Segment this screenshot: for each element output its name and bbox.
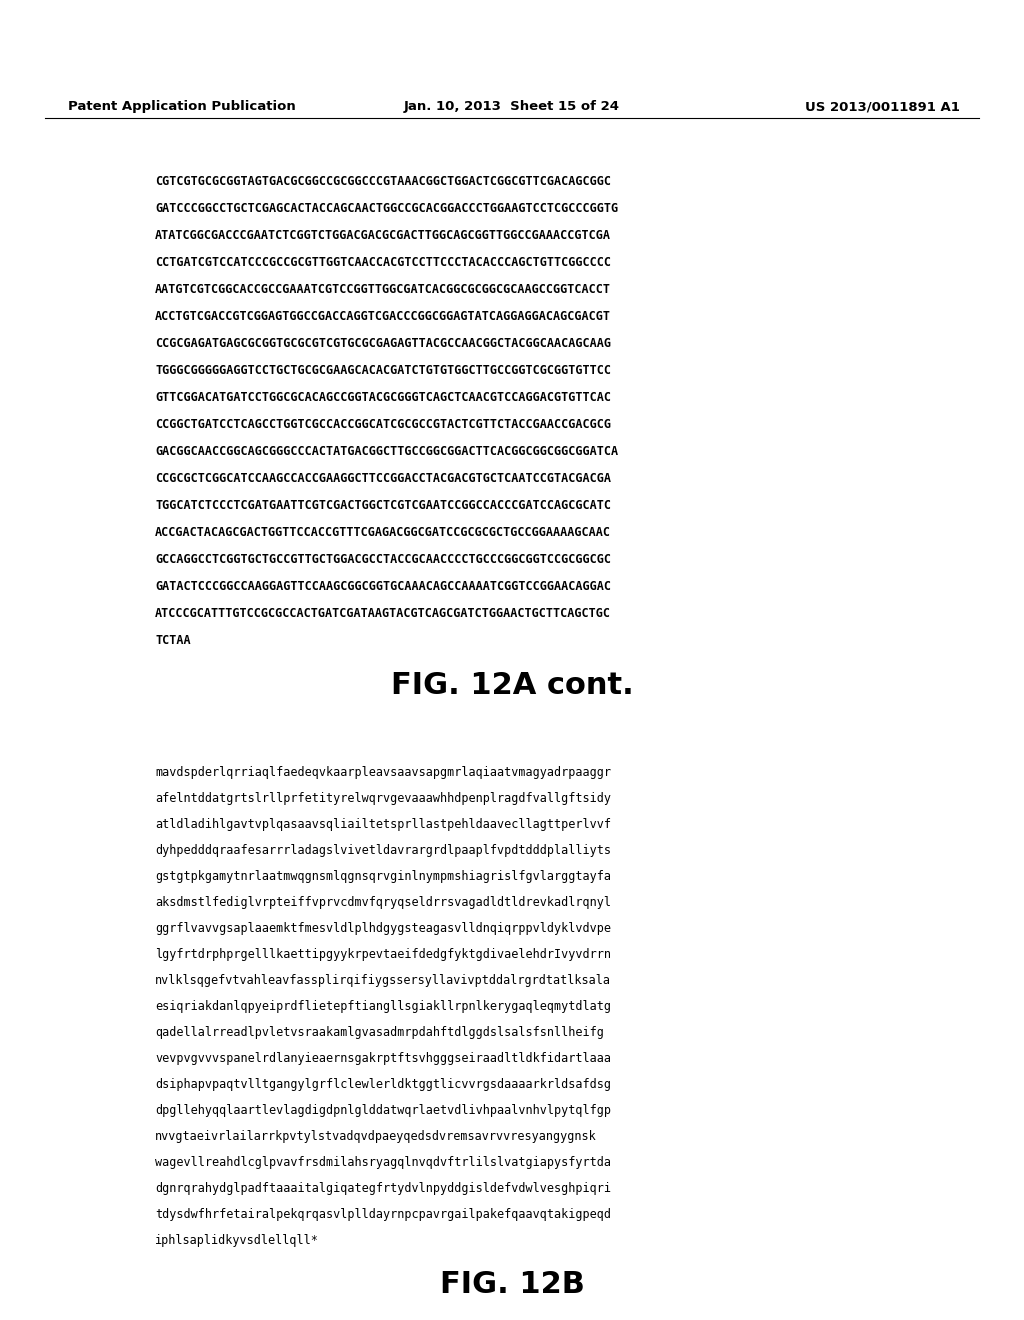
Text: tdysdwfhrfetairalpekqrqasvlplldayrnpcpavrgailpakefqaavqtakigpeqd: tdysdwfhrfetairalpekqrqasvlplldayrnpcpav… [155, 1208, 611, 1221]
Text: mavdspderlqrriaqlfaedeqvkaarpleavsaavsapgmrlaqiaatvmagyadrpaaggr: mavdspderlqrriaqlfaedeqvkaarpleavsaavsap… [155, 766, 611, 779]
Text: ACCGACTACAGCGACTGGTTCCACCGTTTCGAGACGGCGATCCGCGCGCTGCCGGAAAAGCAAC: ACCGACTACAGCGACTGGTTCCACCGTTTCGAGACGGCGA… [155, 525, 611, 539]
Text: GACGGCAACCGGCAGCGGGCCCACTATGACGGCTTGCCGGCGGACTTCACGGCGGCGGCGGATCA: GACGGCAACCGGCAGCGGGCCCACTATGACGGCTTGCCGG… [155, 445, 618, 458]
Text: FIG. 12B: FIG. 12B [439, 1270, 585, 1299]
Text: afelntddatgrtslrllprfetityrelwqrvgevaaawhhdpenplragdfvallgftsidy: afelntddatgrtslrllprfetityrelwqrvgevaaaw… [155, 792, 611, 805]
Text: dsiphapvpaqtvlltgangylgrflclewlerldktggtlicvvrgsdaaaarkrldsafdsg: dsiphapvpaqtvlltgangylgrflclewlerldktggt… [155, 1078, 611, 1092]
Text: atldladihlgavtvplqasaavsqliailtetsprllastpehldaavecllagttperlvvf: atldladihlgavtvplqasaavsqliailtetsprllas… [155, 818, 611, 832]
Text: GCCAGGCCTCGGTGCTGCCGTTGCTGGACGCCTACCGCAACCCCTGCCCGGCGGTCCGCGGCGC: GCCAGGCCTCGGTGCTGCCGTTGCTGGACGCCTACCGCAA… [155, 553, 611, 566]
Text: GATCCCGGCCTGCTCGAGCACTACCAGCAACTGGCCGCACGGACCCTGGAAGTCCTCGCCCGGTG: GATCCCGGCCTGCTCGAGCACTACCAGCAACTGGCCGCAC… [155, 202, 618, 215]
Text: nvlklsqgefvtvahleavfassplirqifiygssersyllavivptddalrgrdtatlksala: nvlklsqgefvtvahleavfassplirqifiygssersyl… [155, 974, 611, 987]
Text: wagevllreahdlcglpvavfrsdmilahsryagqlnvqdvftrlilslvatgiapysfyrtda: wagevllreahdlcglpvavfrsdmilahsryagqlnvqd… [155, 1156, 611, 1170]
Text: ATATCGGCGACCCGAATCTCGGTCTGGACGACGCGACTTGGCAGCGGTTGGCCGAAACCGTCGA: ATATCGGCGACCCGAATCTCGGTCTGGACGACGCGACTTG… [155, 228, 611, 242]
Text: CCGGCTGATCCTCAGCCTGGTCGCCACCGGCATCGCGCCGTACTCGTTCTACCGAACCGACGCG: CCGGCTGATCCTCAGCCTGGTCGCCACCGGCATCGCGCCG… [155, 418, 611, 432]
Text: nvvgtaeivrlailarrkpvtylstvadqvdpaeyqedsdvremsavrvvresyangygnsk: nvvgtaeivrlailarrkpvtylstvadqvdpaeyqedsd… [155, 1130, 597, 1143]
Text: GTTCGGACATGATCCTGGCGCACAGCCGGTACGCGGGTCAGCTCAACGTCCAGGACGTGTTCAC: GTTCGGACATGATCCTGGCGCACAGCCGGTACGCGGGTCA… [155, 391, 611, 404]
Text: ACCTGTCGACCGTCGGAGTGGCCGACCAGGTCGACCCGGCGGAGTATCAGGAGGACAGCGACGT: ACCTGTCGACCGTCGGAGTGGCCGACCAGGTCGACCCGGC… [155, 310, 611, 323]
Text: dyhpedddqraafesarrrladagslvivetldavrargrdlpaaplfvpdtdddplalliyts: dyhpedddqraafesarrrladagslvivetldavrargr… [155, 843, 611, 857]
Text: Jan. 10, 2013  Sheet 15 of 24: Jan. 10, 2013 Sheet 15 of 24 [404, 100, 620, 114]
Text: dgnrqrahydglpadftaaaitalgiqategfrtydvlnpyddgisldefvdwlvesghpiqri: dgnrqrahydglpadftaaaitalgiqategfrtydvlnp… [155, 1181, 611, 1195]
Text: TGGCATCTCCCTCGATGAATTCGTCGACTGGCTCGTCGAATCCGGCCACCCGATCCAGCGCATC: TGGCATCTCCCTCGATGAATTCGTCGACTGGCTCGTCGAA… [155, 499, 611, 512]
Text: vevpvgvvvspanelrdlanyieaernsgakrptftsvhgggseiraadltldkfidartlaaa: vevpvgvvvspanelrdlanyieaernsgakrptftsvhg… [155, 1052, 611, 1065]
Text: gstgtpkgamytnrlaatmwqgnsmlqgnsqrvginlnympmshiagrislfgvlarggtayfa: gstgtpkgamytnrlaatmwqgnsmlqgnsqrvginlnym… [155, 870, 611, 883]
Text: CCGCGAGATGAGCGCGGTGCGCGTCGTGCGCGAGAGTTACGCCAACGGCTACGGCAACAGCAAG: CCGCGAGATGAGCGCGGTGCGCGTCGTGCGCGAGAGTTAC… [155, 337, 611, 350]
Text: CCTGATCGTCCATCCCGCCGCGTTGGTCAACCACGTCCTTCCCTACACCCAGCTGTTCGGCCCC: CCTGATCGTCCATCCCGCCGCGTTGGTCAACCACGTCCTT… [155, 256, 611, 269]
Text: lgyfrtdrphprgelllkaettipgyykrpevtaeifdedgfyktgdivaelehdrIvyvdrrn: lgyfrtdrphprgelllkaettipgyykrpevtaeifded… [155, 948, 611, 961]
Text: AATGTCGTCGGCACCGCCGAAATCGTCCGGTTGGCGATCACGGCGCGGCGCAAGCCGGTCACCT: AATGTCGTCGGCACCGCCGAAATCGTCCGGTTGGCGATCA… [155, 282, 611, 296]
Text: ggrflvavvgsaplaaemktfmesvldlplhdgygsteagasvlldnqiqrppvldyklvdvpe: ggrflvavvgsaplaaemktfmesvldlplhdgygsteag… [155, 921, 611, 935]
Text: CCGCGCTCGGCATCCAAGCCACCGAAGGCTTCCGGACCTACGACGTGCTCAATCCGTACGACGA: CCGCGCTCGGCATCCAAGCCACCGAAGGCTTCCGGACCTA… [155, 473, 611, 484]
Text: US 2013/0011891 A1: US 2013/0011891 A1 [805, 100, 961, 114]
Text: iphlsaplidkyvsdlellqll*: iphlsaplidkyvsdlellqll* [155, 1234, 318, 1247]
Text: ATCCCGCATTTGTCCGCGCCACTGATCGATAAGTACGTCAGCGATCTGGAACTGCTTCAGCTGC: ATCCCGCATTTGTCCGCGCCACTGATCGATAAGTACGTCA… [155, 607, 611, 620]
Text: CGTCGTGCGCGGTAGTGACGCGGCCGCGGCCCGTAAACGGCTGGACTCGGCGTTCGACAGCGGC: CGTCGTGCGCGGTAGTGACGCGGCCGCGGCCCGTAAACGG… [155, 176, 611, 187]
Text: qadellalrreadlpvletvsraakamlgvasadmrpdahftdlggdslsalsfsnllheifg: qadellalrreadlpvletvsraakamlgvasadmrpdah… [155, 1026, 604, 1039]
Text: Patent Application Publication: Patent Application Publication [68, 100, 296, 114]
Text: aksdmstlfediglvrpteiffvprvcdmvfqryqseldrrsvagadldtldrevkadlrqnyl: aksdmstlfediglvrpteiffvprvcdmvfqryqseldr… [155, 896, 611, 909]
Text: TGGGCGGGGGAGGTCCTGCTGCGCGAAGCACACGATCTGTGTGGCTTGCCGGTCGCGGTGTTCC: TGGGCGGGGGAGGTCCTGCTGCGCGAAGCACACGATCTGT… [155, 364, 611, 378]
Text: FIG. 12A cont.: FIG. 12A cont. [390, 671, 634, 700]
Text: GATACTCCCGGCCAAGGAGTTCCAAGCGGCGGTGCAAACAGCCAAAATCGGTCCGGAACAGGAC: GATACTCCCGGCCAAGGAGTTCCAAGCGGCGGTGCAAACA… [155, 579, 611, 593]
Text: dpgllehyqqlaartlevlagdigdpnlglddatwqrlaetvdlivhpaalvnhvlpytqlfgp: dpgllehyqqlaartlevlagdigdpnlglddatwqrlae… [155, 1104, 611, 1117]
Text: TCTAA: TCTAA [155, 634, 190, 647]
Text: esiqriakdanlqpyeiprdflietepftiangllsgiakllrpnlkerygaqleqmytdlatg: esiqriakdanlqpyeiprdflietepftiangllsgiak… [155, 1001, 611, 1012]
